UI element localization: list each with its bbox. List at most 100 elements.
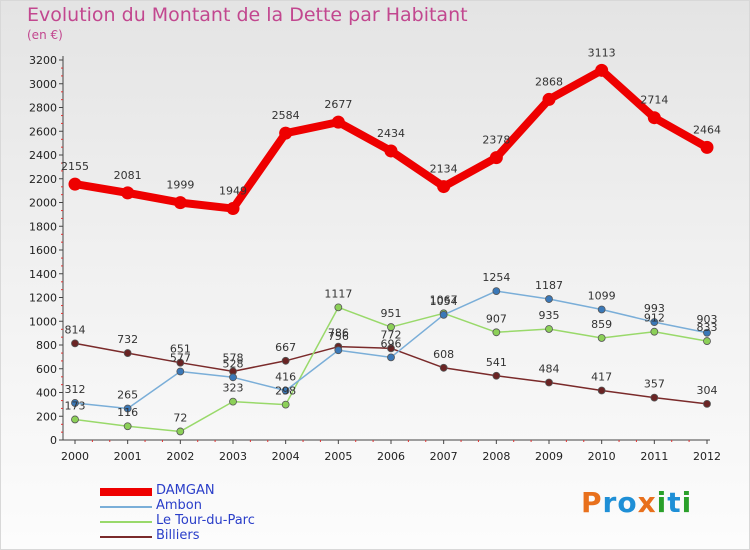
x-tick-label: 2004 — [272, 450, 300, 463]
legend-label: DAMGAN — [156, 483, 215, 498]
data-label: 814 — [65, 323, 86, 336]
data-point — [387, 353, 395, 362]
logo-letter: o — [617, 486, 638, 519]
data-label: 772 — [381, 328, 402, 341]
data-point — [545, 325, 553, 333]
data-label: 116 — [117, 406, 138, 419]
y-tick-label: 0 — [50, 434, 57, 447]
data-point — [68, 177, 82, 191]
data-point — [703, 399, 711, 408]
data-label: 2378 — [482, 134, 510, 147]
y-tick-label: 2400 — [29, 149, 57, 162]
data-label: 1099 — [588, 289, 616, 302]
data-label: 651 — [170, 343, 191, 356]
data-point — [71, 339, 79, 348]
data-label: 907 — [486, 312, 507, 325]
y-tick-label: 2000 — [29, 197, 57, 210]
data-label: 2134 — [430, 163, 458, 176]
data-point — [176, 358, 185, 367]
data-point — [121, 186, 135, 200]
data-label: 357 — [644, 378, 665, 391]
data-point — [71, 399, 79, 407]
data-point — [650, 393, 659, 402]
logo-letter: P — [581, 486, 603, 519]
y-tick-label: 200 — [36, 410, 57, 423]
data-label: 667 — [275, 341, 296, 354]
data-point — [703, 328, 711, 337]
data-label: 1187 — [535, 279, 563, 292]
data-point — [387, 323, 395, 331]
data-label: 732 — [117, 333, 138, 346]
chart-title: Evolution du Montant de la Dette par Hab… — [27, 4, 468, 26]
data-label: 859 — [591, 318, 612, 331]
data-point — [597, 305, 606, 314]
data-label: 2155 — [61, 160, 89, 173]
data-label: 2081 — [114, 169, 142, 182]
data-label: 786 — [328, 327, 349, 340]
data-point — [437, 180, 451, 194]
x-tick-label: 2003 — [219, 450, 247, 463]
data-label: 951 — [381, 307, 402, 320]
y-tick-label: 3200 — [29, 54, 57, 67]
data-label: 2464 — [693, 123, 721, 136]
data-point — [647, 111, 661, 125]
data-point — [176, 367, 185, 376]
data-label: 484 — [539, 363, 560, 376]
data-label: 912 — [644, 312, 665, 325]
data-label: 2584 — [272, 109, 300, 122]
data-point — [597, 334, 606, 342]
data-point — [650, 327, 659, 336]
data-label: 1117 — [324, 287, 352, 300]
data-label: 173 — [65, 399, 86, 412]
data-label: 578 — [223, 351, 244, 364]
x-tick-label: 2005 — [324, 450, 352, 463]
x-tick-label: 2012 — [693, 450, 721, 463]
data-point — [334, 346, 343, 355]
x-tick-label: 2002 — [166, 450, 194, 463]
data-point — [650, 318, 659, 326]
data-label: 2868 — [535, 75, 563, 88]
data-point — [545, 378, 553, 387]
data-point — [281, 400, 290, 409]
x-tick-label: 2001 — [114, 450, 142, 463]
legend-item: Ambon — [100, 498, 400, 514]
data-label: 1054 — [430, 295, 458, 308]
logo-letter: i — [681, 486, 693, 519]
legend-item: DAMGAN — [100, 483, 400, 499]
y-tick-label: 800 — [36, 339, 57, 352]
data-point — [331, 115, 345, 129]
data-point — [700, 140, 714, 154]
data-label: 935 — [539, 309, 560, 322]
legend-swatch — [100, 536, 152, 538]
data-label: 541 — [486, 356, 507, 369]
chart-axes: 0 200 400 600 800 1000 1200 1400 1600 1800 2000 220… — [29, 54, 721, 463]
data-point — [281, 356, 290, 365]
data-point — [123, 422, 132, 431]
data-point — [492, 328, 501, 337]
x-tick-label: 2007 — [430, 450, 458, 463]
data-point — [595, 63, 609, 77]
data-point — [71, 415, 79, 424]
y-tick-label: 1000 — [29, 315, 57, 328]
data-point — [439, 363, 448, 372]
data-point — [542, 92, 556, 106]
data-label: 696 — [381, 337, 402, 350]
x-tick-label: 2000 — [61, 450, 89, 463]
y-tick-label: 2200 — [29, 173, 57, 186]
data-label: 833 — [697, 321, 718, 334]
data-label: 2714 — [640, 94, 668, 107]
data-point — [492, 287, 501, 295]
chart-subtitle: (en €) — [27, 28, 63, 42]
data-label: 903 — [697, 313, 718, 326]
logo-letter: i — [656, 486, 668, 519]
legend-swatch — [100, 521, 152, 523]
y-tick-label: 1800 — [29, 220, 57, 233]
data-label: 577 — [170, 351, 191, 364]
data-point — [123, 349, 132, 357]
chart-series — [68, 63, 714, 436]
data-point — [597, 386, 606, 395]
data-label: 3113 — [588, 46, 616, 59]
legend-swatch — [100, 488, 152, 496]
data-point — [123, 404, 132, 413]
data-point — [489, 151, 503, 165]
